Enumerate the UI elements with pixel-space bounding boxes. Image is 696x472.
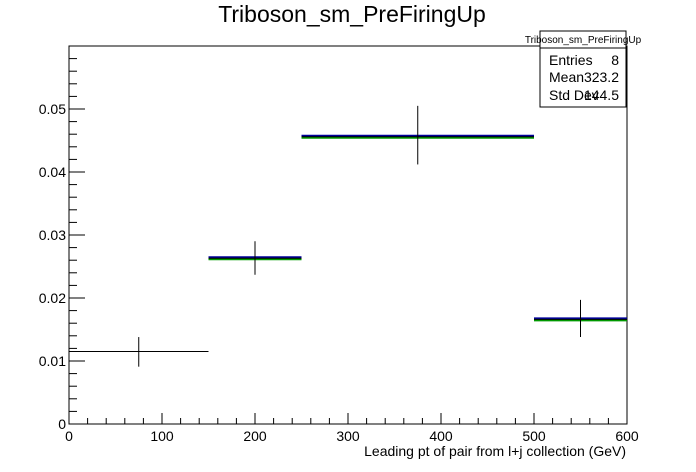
y-tick-label: 0.04 — [39, 164, 66, 180]
x-axis-label: Leading pt of pair from l+j collection (… — [364, 443, 626, 459]
y-tick-label: 0.01 — [39, 353, 66, 369]
chart-title: Triboson_sm_PreFiringUp — [218, 1, 486, 27]
x-axis: 0 100 200 300 400 500 600 — [65, 413, 639, 444]
stats-entries-label: Entries — [549, 52, 593, 68]
x-tick-label: 200 — [243, 428, 267, 444]
stats-mean-value: 323.2 — [584, 69, 619, 85]
stats-box: Triboson_sm_PreFiringUp Entries 8 Mean 3… — [525, 30, 642, 108]
stats-stddev-label: Std Dev — [549, 87, 599, 103]
stats-stddev-value: 144.5 — [584, 87, 619, 103]
x-tick-label: 500 — [522, 428, 546, 444]
data-points — [69, 105, 627, 367]
y-tick-label: 0.03 — [39, 227, 66, 243]
x-tick-label: 600 — [615, 428, 639, 444]
x-tick-label: 400 — [429, 428, 453, 444]
y-axis: 0 0.01 0.02 0.03 0.04 0.05 — [39, 45, 85, 432]
stats-box-title: Triboson_sm_PreFiringUp — [525, 35, 642, 46]
x-tick-label: 300 — [336, 428, 360, 444]
x-tick-label: 100 — [150, 428, 174, 444]
y-tick-label: 0.05 — [39, 101, 66, 117]
x-tick-label: 0 — [65, 428, 73, 444]
y-tick-label: 0 — [58, 416, 66, 432]
stats-entries-value: 8 — [611, 52, 619, 68]
y-tick-label: 0.02 — [39, 290, 66, 306]
stats-mean-label: Mean — [549, 69, 584, 85]
